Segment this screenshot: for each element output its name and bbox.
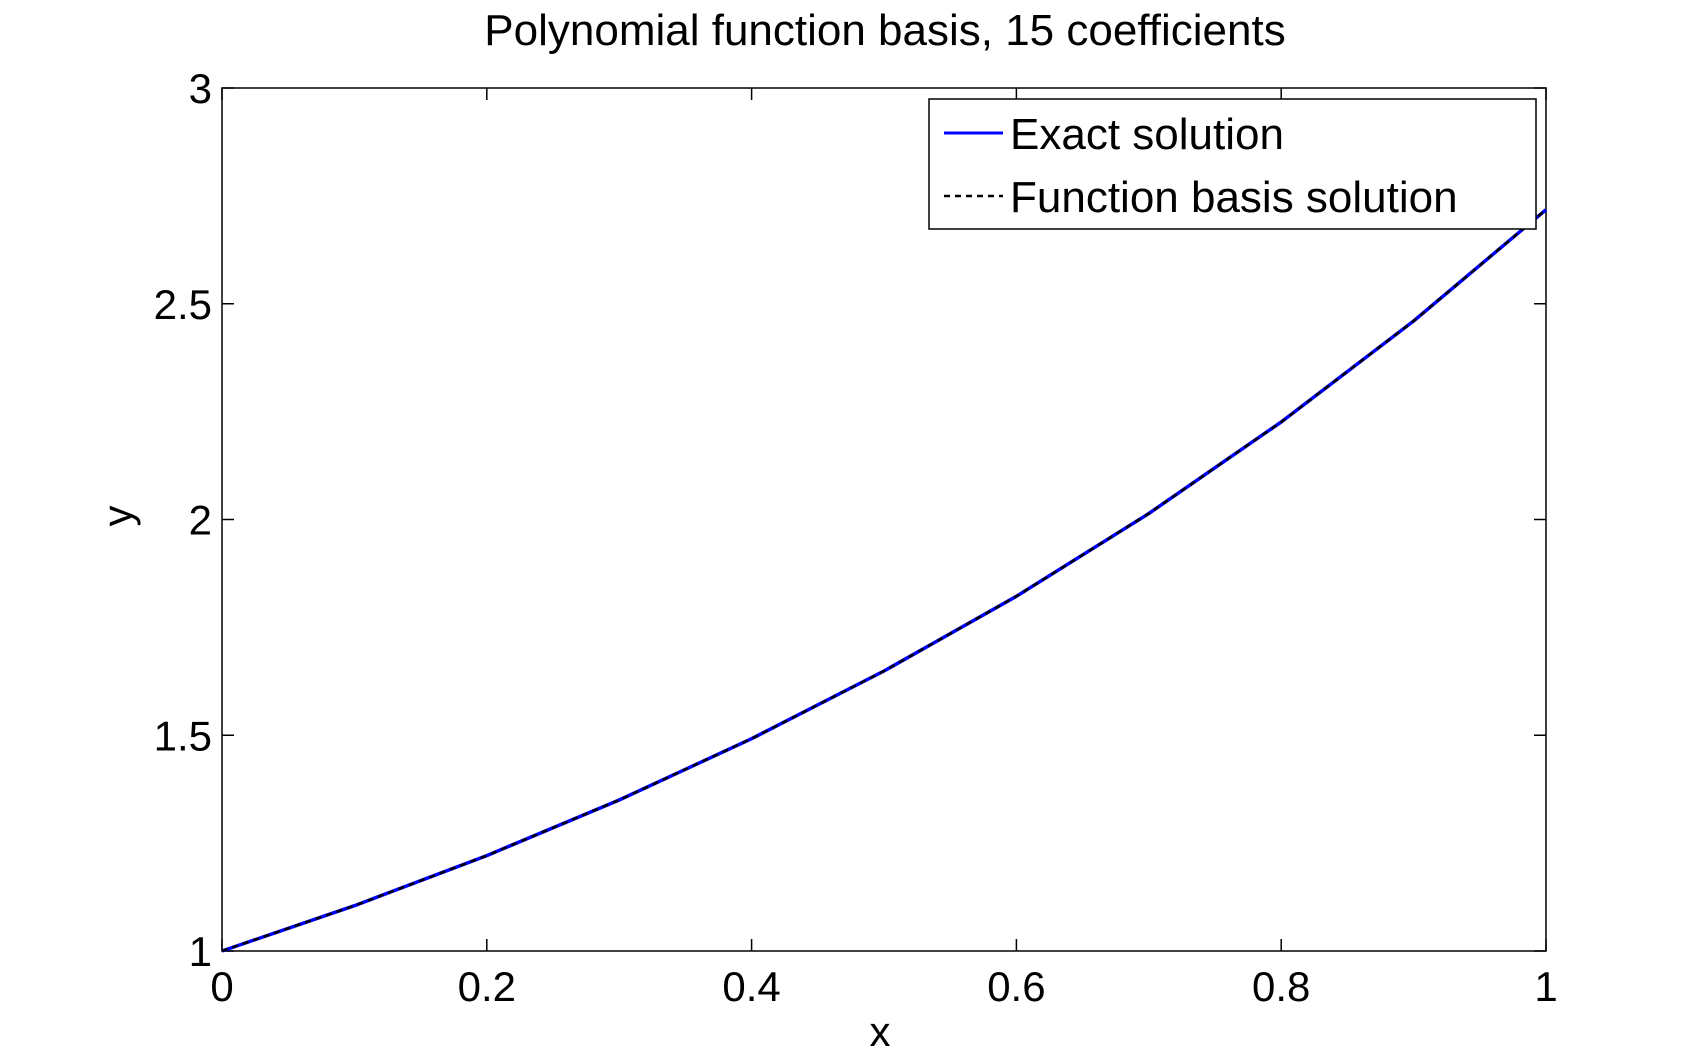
x-tick-label: 0.6 xyxy=(987,963,1045,1010)
x-tick-label: 1 xyxy=(1534,963,1557,1010)
axis-ticks: 0 0.2 0.4 0.6 0.8 1 1 1.5 2 2.5 3 xyxy=(154,65,1558,1010)
y-axis-label: y xyxy=(94,506,141,527)
x-axis-label: x xyxy=(870,1008,891,1055)
legend-label-exact: Exact solution xyxy=(1010,110,1284,159)
legend-label-function-basis: Function basis solution xyxy=(1010,173,1458,222)
y-tick-label: 2 xyxy=(189,497,212,544)
x-tick-label: 0.4 xyxy=(722,963,780,1010)
x-tick-label: 0 xyxy=(210,963,233,1010)
x-tick-label: 0.2 xyxy=(458,963,516,1010)
legend: Exact solution Function basis solution xyxy=(928,98,1537,230)
y-tick-label: 3 xyxy=(189,65,212,112)
y-tick-label: 2.5 xyxy=(154,281,212,328)
plot-area xyxy=(221,87,1547,952)
legend-box xyxy=(928,98,1537,230)
function-basis-solution-line xyxy=(221,208,1547,953)
data-lines xyxy=(221,208,1548,953)
y-tick-label: 1 xyxy=(189,928,212,975)
y-tick-label: 1.5 xyxy=(154,712,212,759)
chart-title: Polynomial function basis, 15 coefficien… xyxy=(484,6,1285,55)
x-tick-label: 0.8 xyxy=(1252,963,1310,1010)
